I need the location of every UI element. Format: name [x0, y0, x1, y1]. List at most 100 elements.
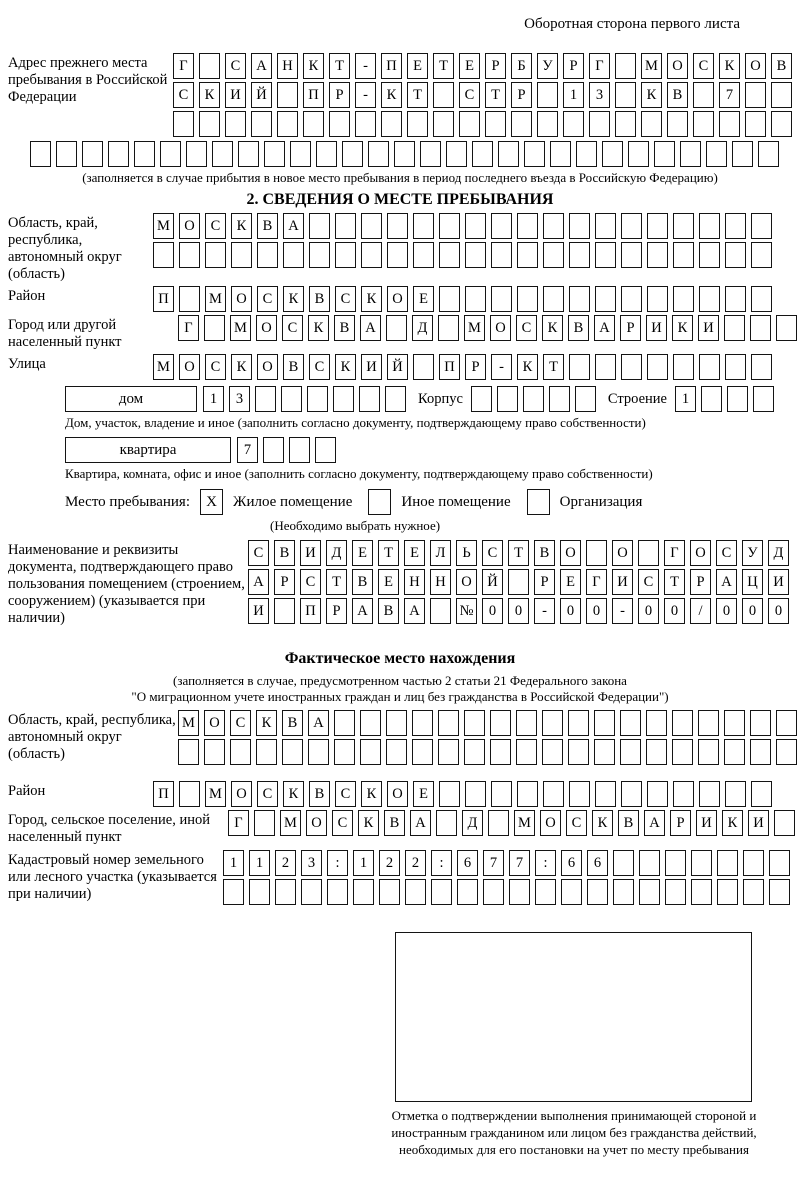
char-cell: 0 [742, 598, 763, 624]
char-row-full-width [30, 141, 792, 167]
actual-location-title: Фактическое место нахождения [284, 650, 516, 667]
char-cell: К [283, 286, 304, 312]
checkbox-residential: X [200, 489, 223, 515]
char-cell [594, 710, 615, 736]
char-cell [483, 879, 504, 905]
char-cell [725, 213, 746, 239]
char-cell [516, 710, 537, 736]
char-cell [173, 111, 194, 137]
char-cell [745, 111, 766, 137]
char-cell [654, 141, 675, 167]
apartment-caption: Квартира, комната, офис и иное (заполнит… [65, 466, 653, 481]
char-cell: 3 [301, 850, 322, 876]
char-cell [615, 82, 636, 108]
char-cell [335, 213, 356, 239]
char-cell: Т [329, 53, 350, 79]
char-cell: О [306, 810, 327, 836]
char-cell [439, 242, 460, 268]
char-cell: М [153, 213, 174, 239]
char-cell: А [594, 315, 615, 341]
checkbox-organization [526, 489, 550, 515]
char-cell [517, 286, 538, 312]
char-cell [750, 315, 771, 341]
char-cell [698, 710, 719, 736]
char-cell [178, 739, 199, 765]
char-cell [490, 710, 511, 736]
char-cell [699, 354, 720, 380]
char-cell [249, 879, 270, 905]
char-cell [386, 315, 407, 341]
char-cell [465, 781, 486, 807]
stroenie-cells: 1 [674, 386, 774, 412]
char-cell [327, 879, 348, 905]
char-cell [413, 354, 434, 380]
char-cell [615, 111, 636, 137]
char-cell: Е [459, 53, 480, 79]
char-cell: 2 [275, 850, 296, 876]
char-cell: 1 [674, 386, 696, 412]
char-cell [225, 111, 246, 137]
char-cell: К [283, 781, 304, 807]
char-cell: Т [407, 82, 428, 108]
char-cell [333, 386, 354, 412]
char-cell: И [361, 354, 382, 380]
char-cell: О [204, 710, 225, 736]
char-cell: Е [378, 569, 399, 595]
char-cell: М [230, 315, 251, 341]
char-cell: В [384, 810, 405, 836]
char-cell [672, 710, 693, 736]
char-cell: - [612, 598, 633, 624]
char-cell: Г [173, 53, 194, 79]
char-cell [693, 111, 714, 137]
char-cell [563, 111, 584, 137]
char-cell: О [256, 315, 277, 341]
previous-address-caption: (заполняется в случае прибытия в новое м… [82, 170, 718, 185]
char-cell [508, 569, 529, 595]
char-cell [179, 781, 200, 807]
char-cell: Д [326, 540, 347, 566]
char-cell [465, 213, 486, 239]
char-cell [550, 141, 571, 167]
char-cell: К [722, 810, 743, 836]
char-cell: О [231, 286, 252, 312]
char-row [223, 879, 790, 905]
char-cell [30, 141, 51, 167]
char-cell [283, 242, 304, 268]
char-cell [725, 781, 746, 807]
char-cell [543, 242, 564, 268]
char-cell: 0 [768, 598, 789, 624]
char-cell [569, 354, 590, 380]
char-cell: Й [387, 354, 408, 380]
char-cell: К [592, 810, 613, 836]
char-cell [693, 82, 714, 108]
char-cell [647, 213, 668, 239]
char-cell [56, 141, 77, 167]
char-cell: 7 [237, 437, 258, 463]
actual-region-label: Область, край, республика, автономный ок… [8, 712, 176, 762]
char-cell [238, 141, 259, 167]
char-cell [745, 82, 766, 108]
char-cell [641, 111, 662, 137]
char-cell [353, 879, 374, 905]
char-cell [446, 141, 467, 167]
char-cell [282, 739, 303, 765]
char-cell: Б [511, 53, 532, 79]
char-cell [646, 739, 667, 765]
char-cell: К [672, 315, 693, 341]
char-cell [776, 739, 797, 765]
char-cell: А [716, 569, 737, 595]
actual-location-caption-2: "О миграционном учете иностранных гражда… [131, 689, 669, 704]
char-cell: 3 [589, 82, 610, 108]
char-cell [576, 141, 597, 167]
char-cell: К [256, 710, 277, 736]
char-cell [587, 879, 608, 905]
char-cell: С [257, 781, 278, 807]
char-cell: П [439, 354, 460, 380]
